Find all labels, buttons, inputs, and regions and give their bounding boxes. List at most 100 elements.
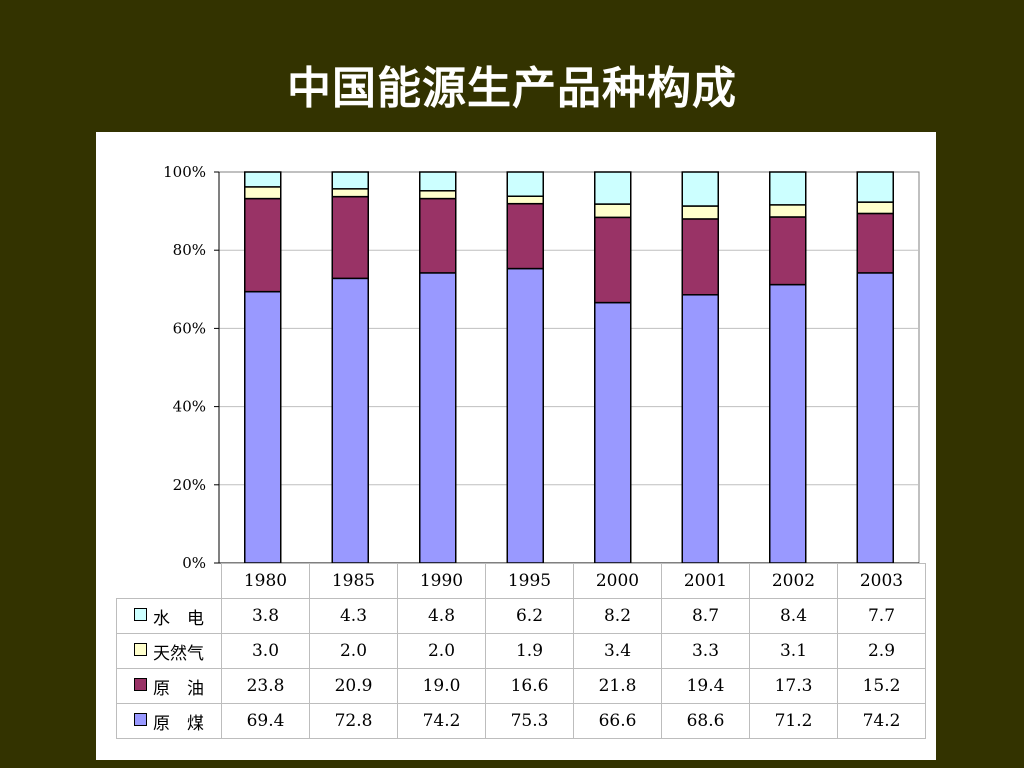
bar-segment — [681, 171, 719, 207]
data-label: 8.2 — [573, 598, 662, 634]
bar-segment — [244, 290, 282, 564]
data-label: 6.2 — [485, 598, 574, 634]
data-label: 69.4 — [221, 703, 310, 739]
y-tick-label: 80% — [173, 241, 206, 259]
y-tick-label: 20% — [173, 476, 206, 494]
bar-segment — [244, 186, 282, 200]
bar-segment — [681, 294, 719, 564]
data-label: 21.8 — [573, 668, 662, 704]
bar-segment — [419, 197, 457, 274]
bar-segment — [769, 283, 807, 564]
data-label: 20.9 — [309, 668, 398, 704]
bar-segment — [856, 212, 894, 274]
data-label: 74.2 — [397, 703, 486, 739]
x-tick-label: 2000 — [573, 563, 662, 599]
legend-entry: 原 油 — [116, 668, 222, 704]
data-label: 7.7 — [837, 598, 926, 634]
x-tick-label: 2003 — [837, 563, 926, 599]
data-label: 3.1 — [749, 633, 838, 669]
data-label: 3.0 — [221, 633, 310, 669]
bar-segment — [331, 171, 369, 190]
data-label: 15.2 — [837, 668, 926, 704]
bar-segment — [856, 272, 894, 564]
y-tick-label: 40% — [173, 398, 206, 416]
table-header-row: 1980 1985 1990 1995 2000 2001 2002 2003 — [116, 563, 926, 599]
bar-segment — [594, 171, 632, 205]
legend-swatch — [134, 677, 147, 691]
data-label: 1.9 — [485, 633, 574, 669]
bar-segment — [506, 267, 544, 564]
data-label: 3.3 — [661, 633, 750, 669]
bar-segment — [769, 216, 807, 286]
legend-swatch — [134, 642, 147, 656]
x-tick-label: 2002 — [749, 563, 838, 599]
table-row: 原 煤 69.4 72.8 74.2 75.3 66.6 68.6 71.2 74.2 — [116, 703, 926, 739]
legend-swatch — [134, 607, 147, 621]
table-corner — [116, 563, 222, 599]
plot-area — [218, 171, 920, 564]
data-label: 8.7 — [661, 598, 750, 634]
data-label: 23.8 — [221, 668, 310, 704]
bar-segment — [506, 195, 544, 205]
chart-panel: 0% 20% 40% 60% 80% 100% 1980 1985 1990 1995 2000 2… — [96, 132, 936, 760]
legend-label: 天然气 — [153, 643, 204, 664]
bar-segment — [681, 205, 719, 220]
table-row: 天然气 3.0 2.0 2.0 1.9 3.4 3.3 3.1 2.9 — [116, 633, 926, 669]
data-label: 71.2 — [749, 703, 838, 739]
chart-data-table: 1980 1985 1990 1995 2000 2001 2002 2003 水 电 3.8 4.… — [116, 563, 926, 739]
bar-segment — [244, 197, 282, 293]
data-label: 17.3 — [749, 668, 838, 704]
data-label: 2.9 — [837, 633, 926, 669]
data-label: 4.8 — [397, 598, 486, 634]
y-tick-label: 60% — [173, 319, 206, 337]
legend-swatch — [134, 712, 147, 726]
data-label: 3.4 — [573, 633, 662, 669]
bar-segment — [331, 195, 369, 280]
bar-segment — [331, 277, 369, 564]
bar-segment — [769, 204, 807, 218]
data-label: 8.4 — [749, 598, 838, 634]
table-row: 水 电 3.8 4.3 4.8 6.2 8.2 8.7 8.4 7.7 — [116, 598, 926, 634]
data-label: 2.0 — [397, 633, 486, 669]
stacked-bar-chart: 0%20%40%60%80%100% — [163, 163, 920, 572]
data-label: 19.0 — [397, 668, 486, 704]
bar-segment — [594, 216, 632, 304]
data-label: 68.6 — [661, 703, 750, 739]
legend-label: 水 电 — [153, 608, 204, 629]
bar-segment — [856, 171, 894, 203]
bar-segment — [419, 272, 457, 564]
data-label: 16.6 — [485, 668, 574, 704]
bar-segment — [769, 171, 807, 206]
legend-entry: 原 煤 — [116, 703, 222, 739]
bar-segment — [594, 301, 632, 564]
legend-entry: 天然气 — [116, 633, 222, 669]
data-label: 19.4 — [661, 668, 750, 704]
bar-segment — [244, 171, 282, 188]
bar-segment — [331, 188, 369, 198]
data-label: 2.0 — [309, 633, 398, 669]
x-tick-label: 1985 — [309, 563, 398, 599]
data-label: 75.3 — [485, 703, 574, 739]
legend-entry: 水 电 — [116, 598, 222, 634]
x-tick-label: 1990 — [397, 563, 486, 599]
bar-segment — [681, 218, 719, 296]
slide-title: 中国能源生产品种构成 — [287, 63, 737, 114]
bar-segment — [419, 190, 457, 200]
x-tick-label: 1980 — [221, 563, 310, 599]
x-tick-label: 1995 — [485, 563, 574, 599]
data-label: 74.2 — [837, 703, 926, 739]
bar-segment — [594, 203, 632, 219]
x-tick-label: 2001 — [661, 563, 750, 599]
data-label: 66.6 — [573, 703, 662, 739]
data-label: 72.8 — [309, 703, 398, 739]
data-label: 4.3 — [309, 598, 398, 634]
bar-segment — [856, 201, 894, 215]
legend-label: 原 油 — [153, 678, 204, 699]
table-row: 原 油 23.8 20.9 19.0 16.6 21.8 19.4 17.3 15.2 — [116, 668, 926, 704]
bar-segment — [506, 202, 544, 270]
bar-segment — [506, 171, 544, 197]
y-tick-label: 100% — [163, 163, 206, 181]
legend-label: 原 煤 — [153, 713, 204, 734]
bar-segment — [419, 171, 457, 192]
data-label: 3.8 — [221, 598, 310, 634]
